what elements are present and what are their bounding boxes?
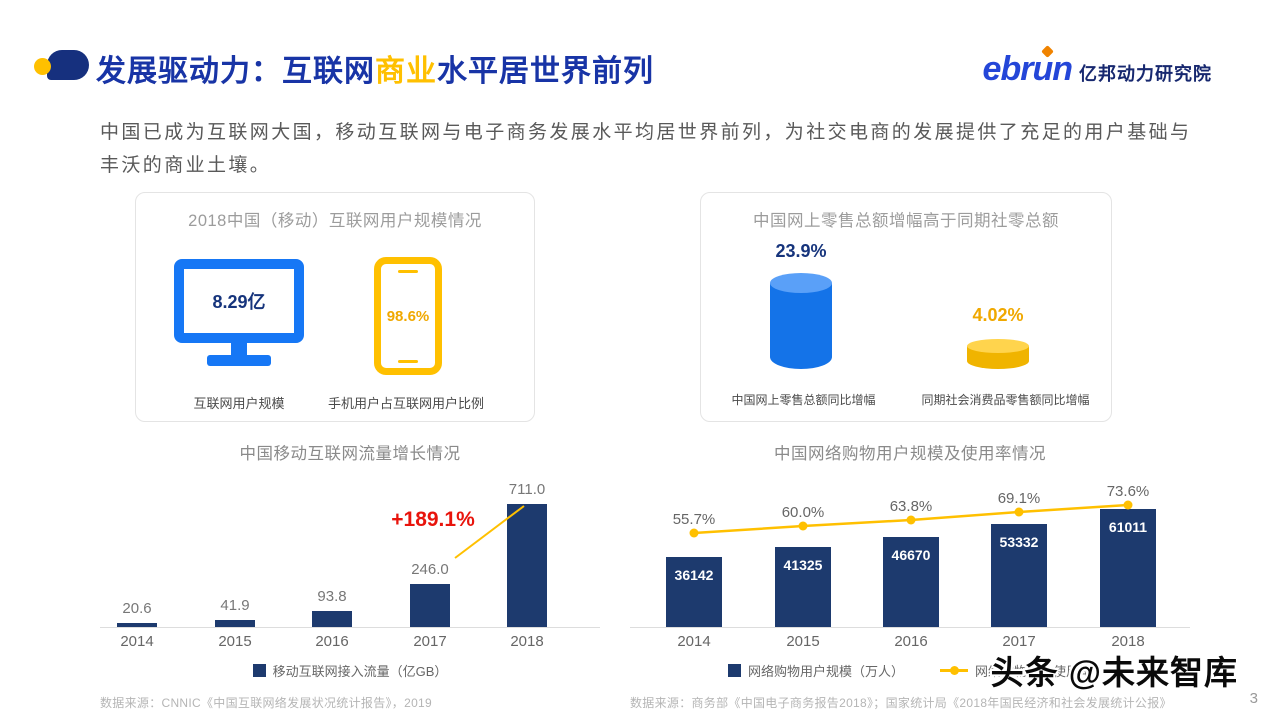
legend-label: 移动互联网接入流量（亿GB） [272,664,448,679]
panel-users-title: 2018中国（移动）互联网用户规模情况 [188,212,482,230]
internet-users-label: 互联网用户规模 [193,396,285,411]
bar-value-label: 61011 [1108,519,1148,535]
yellow-dot-icon [34,58,51,75]
navy-swatch-icon [727,664,741,677]
title-highlight: 商业 [375,55,437,88]
bar-2014 [666,557,722,627]
phone-home-icon [398,360,418,363]
bar-value-label: 53332 [999,534,1039,550]
mobile-traffic-plot: +189.1% 20.6 41.9 93.8 246.0 711.0 [100,440,600,628]
bar-value-label: 246.0 [411,561,449,578]
panel-retail-title: 中国网上零售总额增幅高于同期社零总额 [753,212,1059,230]
logo-wordmark: ebrun [983,45,1073,89]
x-axis-label: 2015 [786,633,820,650]
usage-rate-label: 55.7% [672,511,716,528]
legend-label: 网络购物用户规模（万人） [747,664,904,679]
bar-value-label: 20.6 [122,600,152,617]
line-point-icon [689,528,699,538]
mobile-traffic-legend: 移动互联网接入流量（亿GB） [100,661,600,680]
x-axis-label: 2016 [894,633,928,650]
bar-2016 [883,537,939,627]
legend-item: 网络购物用户使用率 [940,661,1092,680]
x-axis-label: 2015 [218,633,252,650]
yellow-cylinder-icon [967,339,1029,369]
online-retail-growth-label: 中国网上零售总额同比增幅 [731,393,876,407]
bar-2016 [312,611,352,627]
title-prefix: 发展驱动力：互联网 [96,55,375,88]
navy-shape-icon [47,50,89,80]
blue-cylinder-icon [770,273,832,369]
bar-2017 [410,584,450,627]
line-point-icon [798,521,808,531]
chart-mobile-traffic: 中国移动互联网流量增长情况 +189.1% 20.6 41.9 93.8 246.0 7… [100,440,600,715]
panel-retail-growth: 中国网上零售总额增幅高于同期社零总额 23.9% 4.02% 中国网上零售总额同… [700,192,1112,422]
line-point-icon [1014,507,1024,517]
ebrun-logo: ebrun 亿邦动力研究院 [983,45,1212,89]
x-axis-label: 2017 [1002,633,1036,650]
page-title: 发展驱动力：互联网商业水平居世界前列 [96,46,654,90]
line-point-icon [906,515,916,525]
bar-2014 [117,623,157,627]
usage-rate-label: 69.1% [997,490,1041,507]
usage-rate-label: 73.6% [1106,483,1150,500]
monitor-neck [231,343,247,355]
bar-value-label: 711.0 [508,481,546,498]
panel-internet-users: 2018中国（移动）互联网用户规模情况 8.29亿 98.6% 互联网用户规模 … [135,192,535,422]
monitor-base [207,355,271,366]
yellow-line-marker-icon [940,666,968,675]
logo-accent-icon [1041,45,1054,58]
bar-value-label: 36142 [674,567,714,583]
page-number: 3 [1249,690,1258,707]
title-suffix: 水平居世界前列 [437,55,654,88]
legend-item: 网络购物用户规模（万人） [727,661,904,680]
monitor-screen: 8.29亿 [174,259,304,343]
x-axis-label: 2018 [1111,633,1145,650]
source-note: 数据来源：商务部《中国电子商务报告2018》；国家统计局《2018年国民经济和社… [630,696,1172,710]
navy-swatch-icon [252,664,266,677]
mobile-ratio-value: 98.6% [386,307,430,325]
usage-rate-label: 63.8% [889,498,933,515]
bar-value-label: 93.8 [317,588,347,605]
chart-online-shoppers-title: 中国网络购物用户规模及使用率情况 [774,445,1046,463]
cylinder-top [770,273,832,293]
legend-item: 移动互联网接入流量（亿GB） [252,661,448,680]
legend-label: 网络购物用户使用率 [975,664,1093,679]
phone-icon: 98.6% [374,257,442,375]
logo-org-name: 亿邦动力研究院 [1079,64,1212,84]
social-retail-growth-value: 4.02% [972,305,1024,325]
cylinder-body [770,283,832,369]
source-note: 数据来源：CNNIC《中国互联网络发展状况统计报告》，2019 [100,696,432,710]
bar-value-label: 46670 [891,547,931,563]
bar-2018 [507,504,547,627]
online-retail-growth-value: 23.9% [775,241,827,261]
header-decoration-icon [34,50,89,80]
bar-2015 [215,620,255,627]
x-axis-label: 2018 [510,633,544,650]
watermark: 头条 @未来智库 [990,654,1238,691]
cylinder-top [967,339,1029,353]
phone-speaker-icon [398,270,418,273]
bar-value-label: 41.9 [220,597,250,614]
x-axis-label: 2014 [120,633,154,650]
usage-rate-label: 60.0% [781,504,825,521]
online-shoppers-legend: 网络购物用户规模（万人） 网络购物用户使用率 [630,661,1190,680]
growth-annotation: +189.1% [391,508,475,531]
social-retail-growth-label: 同期社会消费品零售额同比增幅 [921,393,1090,407]
chart-mobile-traffic-title: 中国移动互联网流量增长情况 [239,445,461,463]
bar-2015 [775,547,831,627]
online-shoppers-plot: 36142 55.7% 41325 60.0% 46670 63.8% 53332 69.1%… [630,440,1190,628]
mobile-ratio-label: 手机用户占互联网用户比例 [327,396,484,411]
monitor-icon: 8.29亿 [174,259,304,366]
intro-paragraph: 中国已成为互联网大国，移动互联网与电子商务发展水平均居世界前列，为社交电商的发展… [100,122,1192,177]
x-axis-label: 2014 [677,633,711,650]
bar-value-label: 41325 [783,557,823,573]
bar-2017 [991,524,1047,627]
x-axis-label: 2016 [315,633,349,650]
internet-users-value: 8.29亿 [212,292,266,312]
x-axis-label: 2017 [413,633,447,650]
